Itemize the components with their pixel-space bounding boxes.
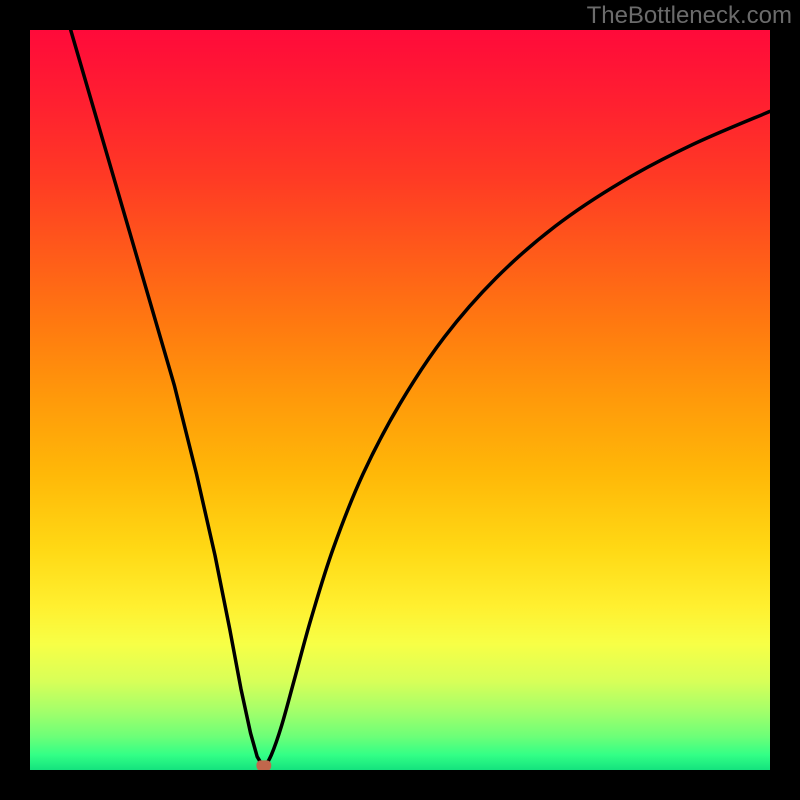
gradient-background: [30, 30, 770, 770]
watermark-text: TheBottleneck.com: [587, 2, 792, 30]
plot-area: [30, 30, 770, 770]
chart-container: TheBottleneck.com: [0, 0, 800, 800]
